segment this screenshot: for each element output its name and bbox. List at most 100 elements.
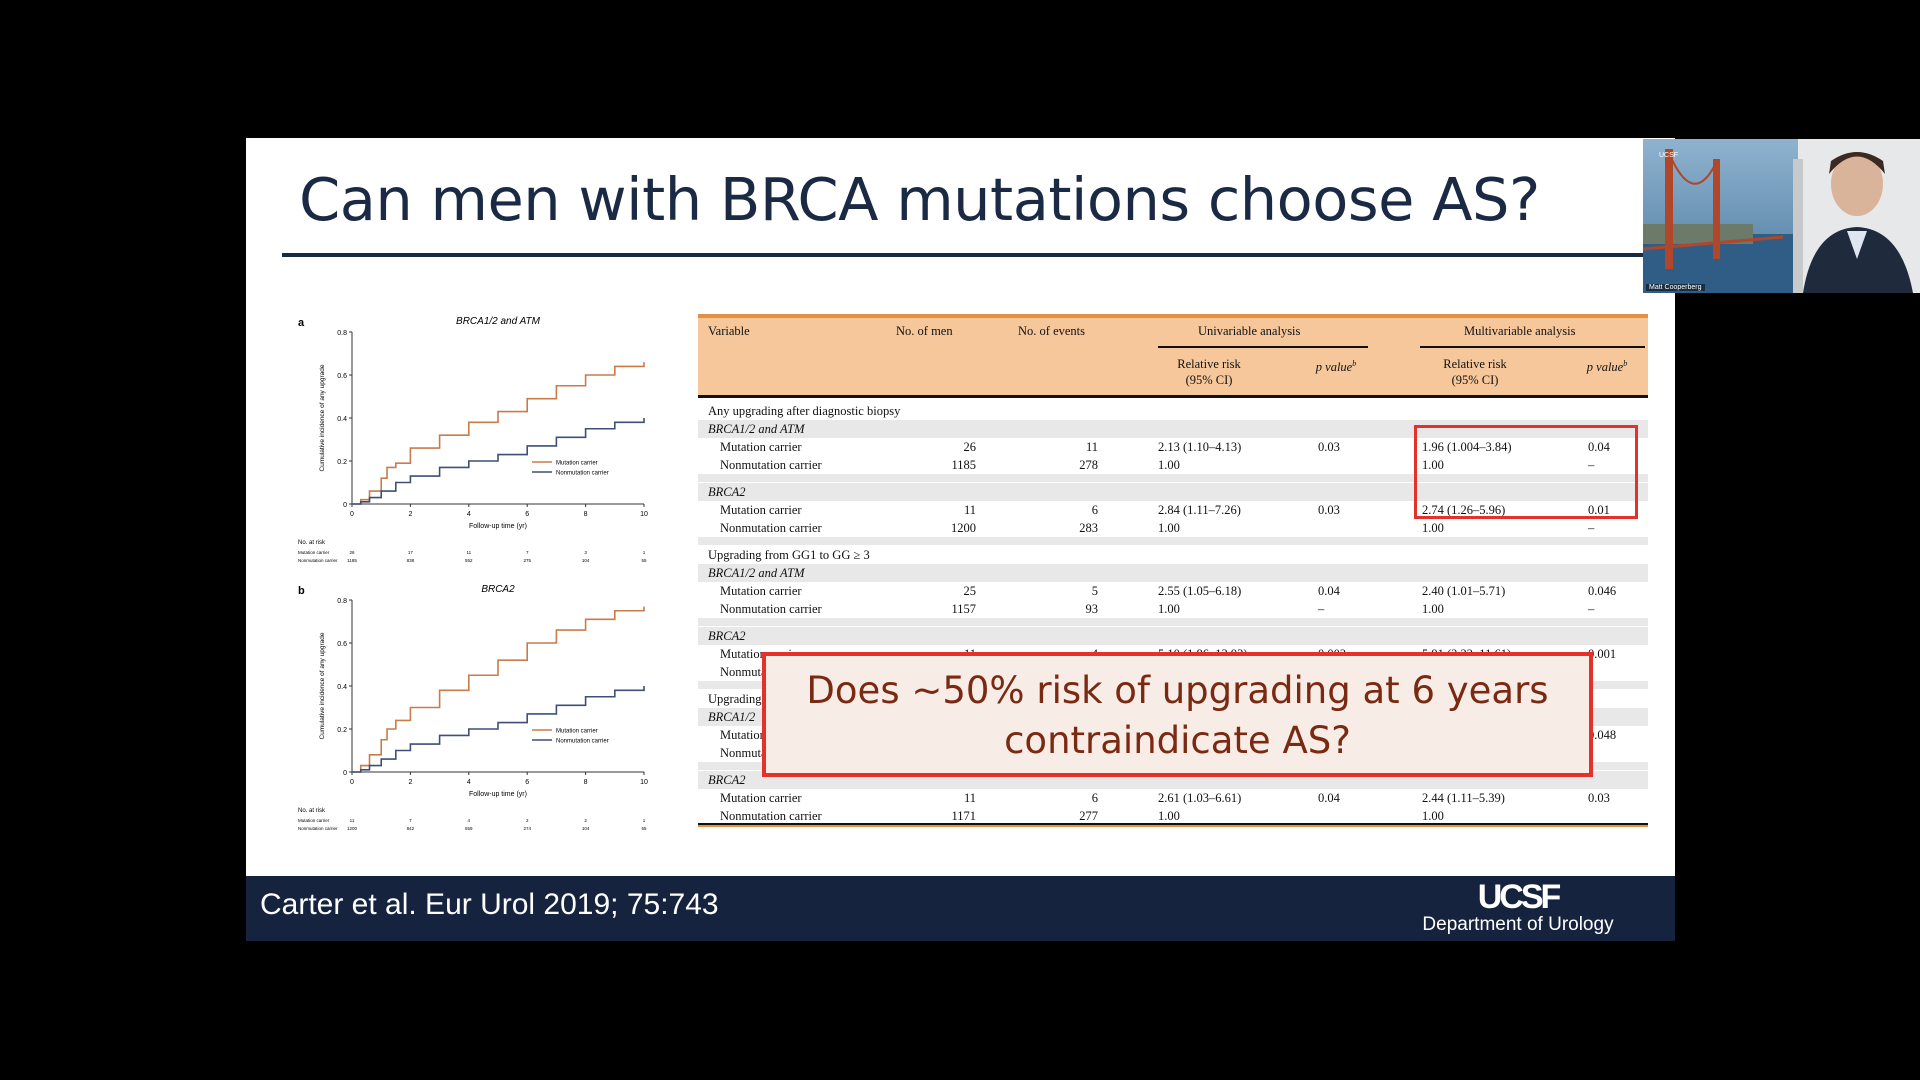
y-tick-label: 0.8: [337, 598, 347, 605]
webcam-video: [1643, 139, 1920, 293]
header-ci-label: (95% CI): [1451, 373, 1499, 387]
row-label: Any upgrading after diagnostic biopsy: [708, 404, 901, 418]
legend-label: Nonmutation carrier: [556, 471, 609, 477]
series-line-nonmutation: [352, 686, 645, 773]
row-label: Upgrading from GG1 to GG ≥ 3: [708, 548, 870, 562]
cell-men: 1200: [951, 521, 976, 535]
risk-value: 11: [350, 818, 355, 823]
header-multi-p: p valueb: [1574, 356, 1640, 375]
series-line-mutation: [352, 606, 645, 773]
header-men: No. of men: [896, 324, 953, 338]
y-axis-label: Cumulative incidence of any upgrade: [319, 364, 326, 471]
risk-value: 7: [409, 818, 412, 823]
table-row: Mutation carrier 26 11 2.13 (1.10–4.13) 0.03…: [698, 438, 1648, 456]
cell-u-rr: 1.00: [1158, 458, 1180, 472]
header-p-sup: b: [1623, 359, 1628, 368]
title-divider: [282, 253, 1675, 257]
x-tick-label: 8: [584, 511, 588, 518]
risk-value: 275: [523, 558, 531, 563]
cell-u-p: 0.04: [1318, 584, 1340, 598]
legend-label: Nonmutation carrier: [556, 739, 609, 745]
panel-letter: b: [298, 585, 305, 597]
slide-title: Can men with BRCA mutations choose AS?: [299, 165, 1540, 234]
x-tick-label: 8: [584, 779, 588, 786]
row-label: BRCA1/2 and ATM: [708, 422, 805, 436]
cell-events: 11: [1085, 440, 1098, 454]
cell-m-p: –: [1588, 602, 1595, 616]
cell-men: 1171: [951, 809, 976, 823]
cell-u-p: 0.04: [1318, 791, 1340, 805]
cell-m-p: 0.046: [1588, 584, 1617, 598]
header-ci-label: (95% CI): [1185, 373, 1233, 387]
row-label: Mutation carrier: [720, 584, 802, 598]
cell-m-p: 0.04: [1588, 440, 1610, 454]
risk-value: 2: [526, 818, 529, 823]
cell-m-p: 0.01: [1588, 503, 1610, 517]
cell-men: 11: [963, 503, 976, 517]
cell-m-rr: 2.74 (1.26–5.96): [1422, 503, 1506, 517]
participant-name: Matt Cooperberg: [1646, 284, 1705, 291]
cell-u-rr: 2.61 (1.03–6.61): [1158, 791, 1242, 805]
chart-panel-b: b BRCA2 0 0.2 0.4 0.6 0.8 0 2 4 6 8 10 Follow-up time…: [294, 576, 654, 846]
header-univariable: Univariable analysis: [1198, 324, 1301, 338]
table-row: Nonmutation carrier 1157 93 1.00 – 1.00 –: [698, 600, 1648, 618]
table-group-row: BRCA1/2 and ATM: [698, 420, 1648, 438]
row-label: Nonmutation carrier: [720, 458, 822, 472]
presentation-slide: Can men with BRCA mutations choose AS? a…: [246, 138, 1675, 941]
slide-footer: Carter et al. Eur Urol 2019; 75:743 UCSF…: [246, 876, 1675, 941]
x-tick-label: 0: [350, 511, 354, 518]
table-section-row: Any upgrading after diagnostic biopsy: [698, 402, 1648, 420]
header-multi-rr: Relative risk (95% CI): [1420, 356, 1530, 388]
row-label: BRCA2: [708, 629, 746, 643]
risk-value: 104: [582, 826, 590, 831]
header-rr-label: Relative risk: [1443, 357, 1507, 371]
x-tick-label: 0: [350, 779, 354, 786]
x-tick-label: 2: [408, 511, 412, 518]
table-row: Nonmutation carrier 1185 278 1.00 1.00 –: [698, 456, 1648, 474]
y-axis-label: Cumulative incidence of any upgrade: [319, 632, 326, 739]
webcam-thumbnail[interactable]: UCSF Matt Cooperberg: [1643, 139, 1920, 293]
logo-department: Department of Urology: [1422, 914, 1614, 935]
risk-value: 3: [584, 550, 587, 555]
table-row: Mutation carrier 25 5 2.55 (1.05–6.18) 0.04 2…: [698, 582, 1648, 600]
cell-m-rr: 2.44 (1.11–5.39): [1422, 791, 1505, 805]
cell-events: 6: [1091, 791, 1098, 805]
risk-value: 7: [526, 550, 529, 555]
x-tick-label: 2: [408, 779, 412, 786]
risk-value: 559: [465, 826, 473, 831]
table-spacer: [698, 474, 1648, 482]
risk-row-label: Nonmutation carrier: [298, 558, 338, 563]
cell-m-p: –: [1588, 458, 1595, 472]
x-axis-label: Follow-up time (yr): [469, 791, 527, 798]
risk-value: 1: [643, 550, 646, 555]
table-group-row: BRCA1/2 and ATM: [698, 564, 1648, 582]
row-label: Mutation carrier: [720, 503, 802, 517]
cell-m-rr: 1.00: [1422, 602, 1444, 616]
cell-u-rr: 1.00: [1158, 521, 1180, 535]
risk-value: 842: [407, 826, 415, 831]
header-p-sup: b: [1352, 359, 1357, 368]
risk-value: 4: [468, 818, 471, 823]
cell-events: 277: [1079, 809, 1098, 823]
risk-value: 104: [582, 558, 590, 563]
header-p-label: p value: [1315, 360, 1353, 375]
callout-line-2: contraindicate AS?: [1004, 719, 1351, 762]
table-spacer: [698, 537, 1648, 545]
x-tick-label: 10: [640, 511, 648, 518]
risk-value: 552: [465, 558, 473, 563]
header-p-label: p value: [1586, 360, 1624, 375]
cell-u-rr: 2.55 (1.05–6.18): [1158, 584, 1242, 598]
risk-table-label: No. at risk: [298, 540, 326, 546]
row-label: BRCA2: [708, 773, 746, 787]
risk-value: 1200: [347, 826, 358, 831]
cell-u-rr: 1.00: [1158, 602, 1180, 616]
x-tick-label: 10: [640, 779, 648, 786]
incidence-chart-b: b BRCA2 0 0.2 0.4 0.6 0.8 0 2 4 6 8 10 Follow-up time…: [298, 584, 648, 831]
cell-men: 26: [963, 440, 977, 454]
cell-u-p: 0.03: [1318, 503, 1340, 517]
risk-value: 17: [408, 550, 414, 555]
header-rr-label: Relative risk: [1177, 357, 1241, 371]
callout-box: Does ~50% risk of upgrading at 6 years c…: [762, 652, 1593, 777]
header-uni-rr: Relative risk (95% CI): [1154, 356, 1264, 388]
cell-u-p: 0.03: [1318, 440, 1340, 454]
